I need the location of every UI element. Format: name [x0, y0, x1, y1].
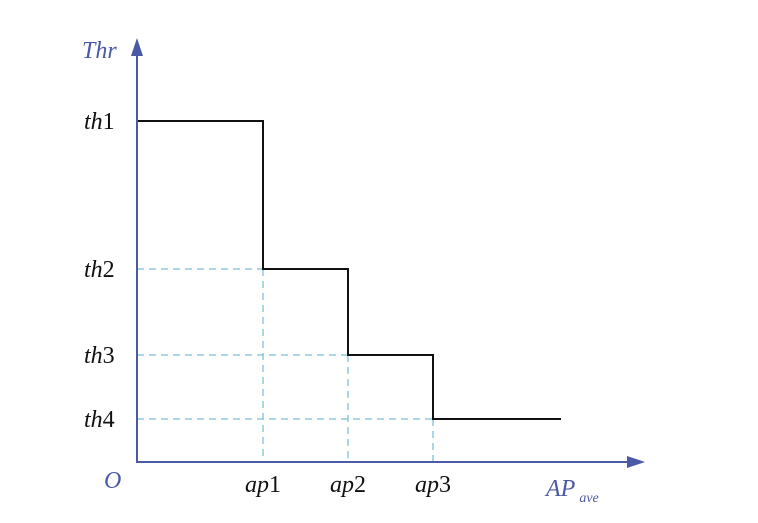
x-axis-label: AP ave: [544, 476, 599, 506]
y-tick-label: th4: [84, 407, 115, 433]
x-axis-label-sub: ave: [579, 491, 598, 506]
origin-label: O: [104, 468, 121, 494]
axes: [131, 38, 645, 468]
x-tick-label: ap2: [330, 472, 366, 498]
y-tick-label: th1: [84, 109, 115, 135]
y-tick-label: th3: [84, 343, 115, 369]
step-function-line: [137, 120, 561, 420]
x-axis-label-main: AP: [544, 476, 576, 502]
y-tick-label: th2: [84, 257, 115, 283]
y-axis-label: Thr: [82, 38, 117, 64]
x-tick-label: ap1: [245, 472, 281, 498]
guide-lines: [137, 268, 434, 462]
x-tick-label: ap3: [415, 472, 451, 498]
x-axis-arrow: [627, 456, 645, 468]
y-axis-arrow: [131, 38, 143, 56]
